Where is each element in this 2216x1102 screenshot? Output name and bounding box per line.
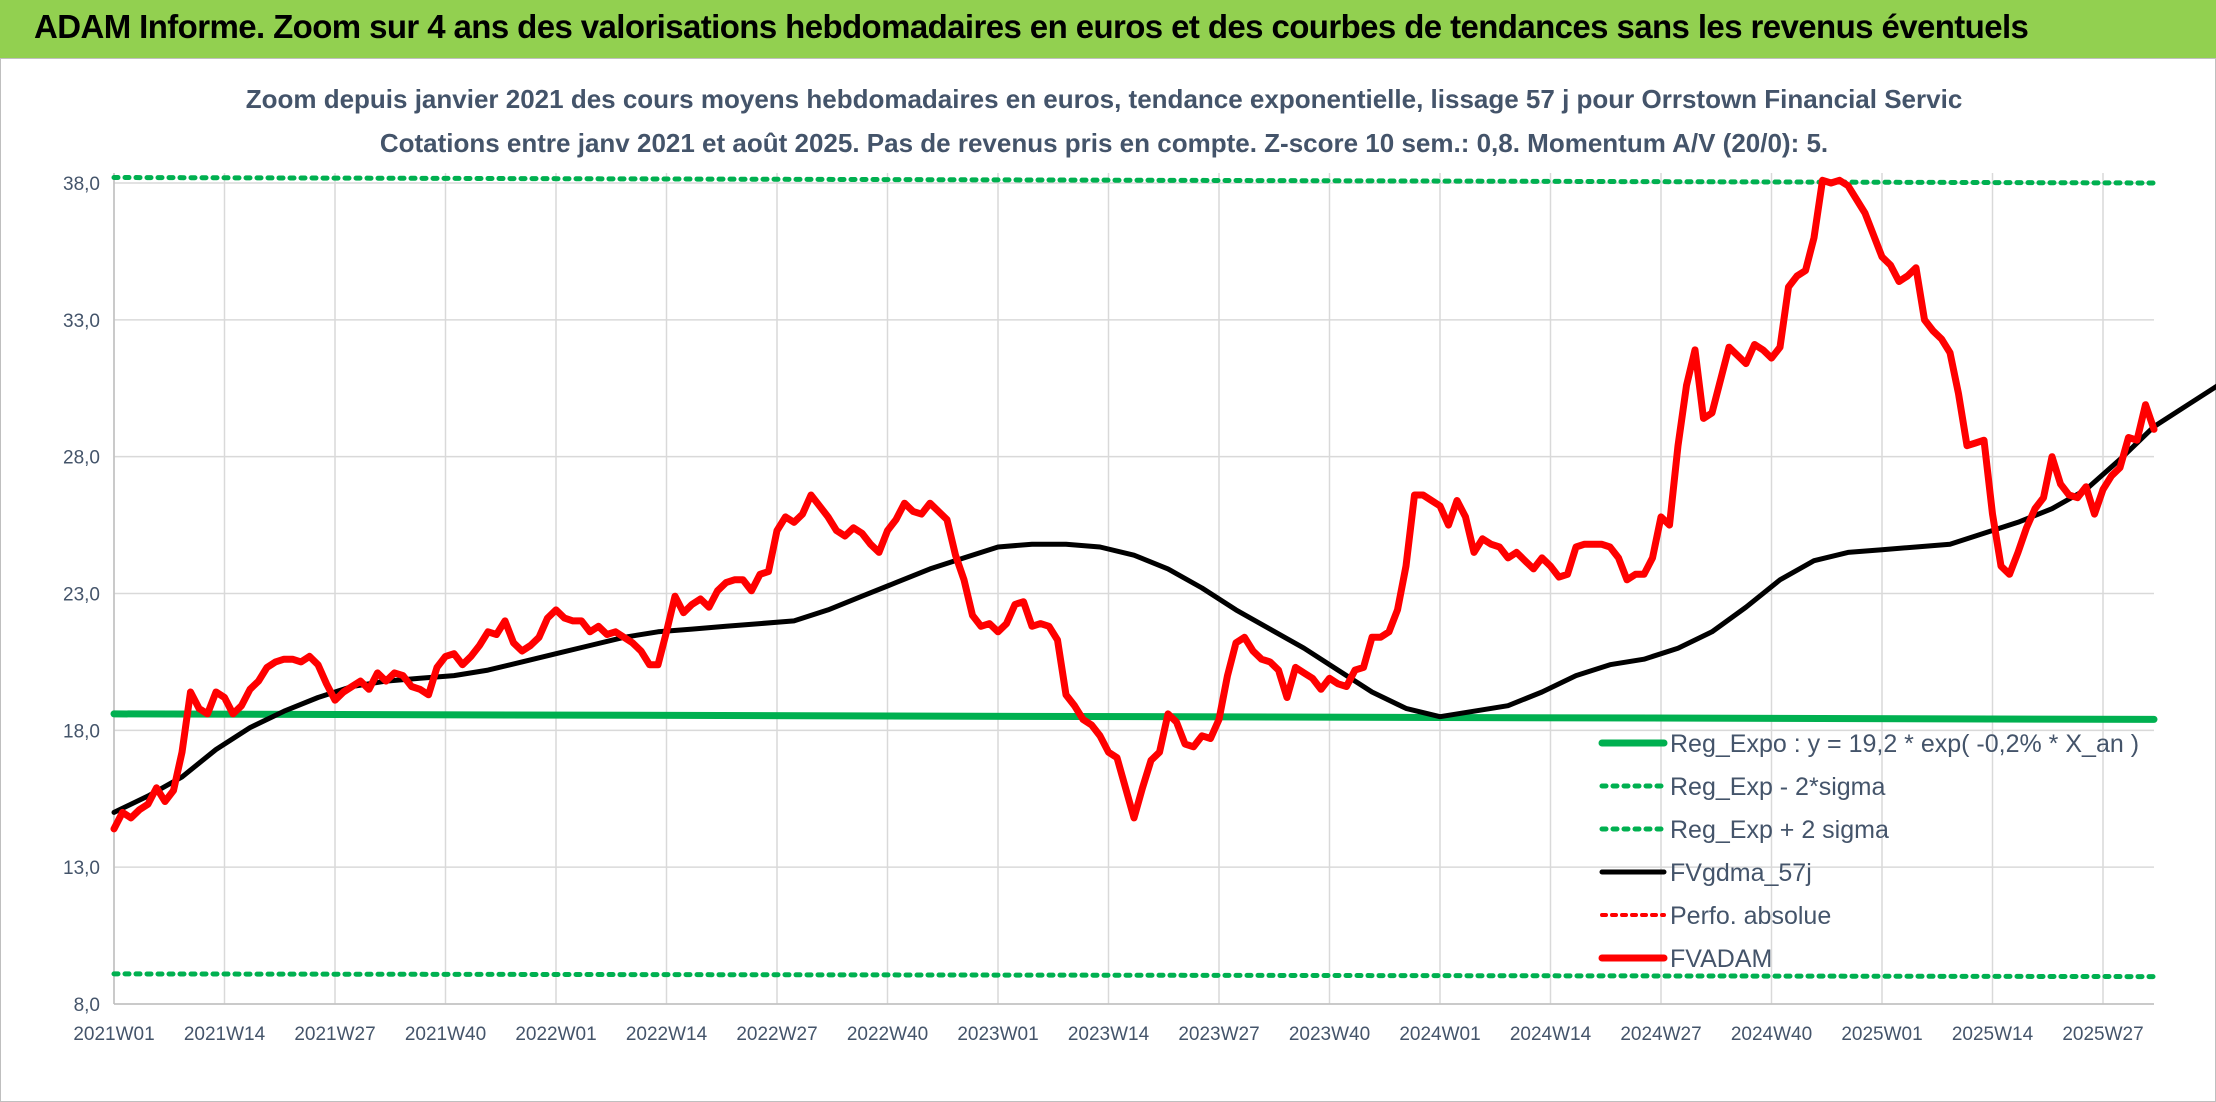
x-tick-label: 2022W01: [515, 1024, 596, 1045]
series-line-reg-expo-y-19-2-exp-0-2-x-an: [110, 710, 2158, 723]
x-tick-label: 2025W27: [2062, 1024, 2143, 1045]
x-tick-label: 2023W40: [1289, 1024, 1370, 1045]
x-tick-label: 2021W27: [294, 1024, 375, 1045]
axis-labels: 8,0 13,0 18,0 23,0 28,0 33,0 38,0 2021W01 2021W1…: [63, 174, 2144, 1045]
x-tick-label: 2024W40: [1731, 1024, 1812, 1045]
chart-title: Zoom depuis janvier 2021 des cours moyen…: [246, 84, 1963, 114]
legend-label: FVADAM: [1670, 945, 1772, 973]
legend-label: Reg_Exp + 2 sigma: [1670, 816, 1889, 844]
y-tick-label: 38,0: [63, 174, 100, 195]
x-tick-label: 2023W01: [957, 1024, 1038, 1045]
y-tick-label: 28,0: [63, 448, 100, 469]
y-tick-label: 23,0: [63, 585, 100, 606]
x-tick-label: 2024W27: [1620, 1024, 1701, 1045]
x-tick-label: 2025W01: [1841, 1024, 1922, 1045]
x-tick-label: 2024W01: [1399, 1024, 1480, 1045]
series-line-fvadam: [110, 176, 2158, 833]
x-tick-label: 2021W01: [73, 1024, 154, 1045]
x-tick-label: 2022W27: [736, 1024, 817, 1045]
title-banner: ADAM Informe. Zoom sur 4 ans des valoris…: [0, 0, 2216, 58]
x-tick-label: 2021W40: [405, 1024, 486, 1045]
x-tick-label: 2022W40: [847, 1024, 928, 1045]
legend-label: FVgdma_57j: [1670, 859, 1812, 887]
x-tick-label: 2021W14: [184, 1024, 266, 1045]
y-tick-label: 13,0: [63, 858, 100, 879]
series-line-reg-exp-2-sigma: [111, 971, 2157, 980]
series-line-reg-exp-2-sigma: [111, 175, 2157, 186]
y-tick-label: 18,0: [63, 721, 100, 742]
series-line-fvgdma-57j: [111, 383, 2216, 815]
line-chart: 8,0 13,0 18,0 23,0 28,0 33,0 38,0 2021W01 2021W1…: [0, 58, 2216, 1102]
y-tick-label: 8,0: [74, 995, 100, 1016]
banner-title: ADAM Informe. Zoom sur 4 ans des valoris…: [34, 8, 2029, 45]
grid: [113, 173, 2154, 1005]
legend-label: Reg_Expo : y = 19,2 * exp( -0,2% * X_an …: [1670, 730, 2139, 758]
y-tick-label: 33,0: [63, 311, 100, 332]
x-tick-label: 2024W14: [1510, 1024, 1592, 1045]
legend: Reg_Expo : y = 19,2 * exp( -0,2% * X_an …: [1598, 730, 2139, 973]
x-tick-label: 2023W27: [1178, 1024, 1259, 1045]
x-tick-label: 2023W14: [1068, 1024, 1150, 1045]
x-tick-label: 2022W14: [626, 1024, 708, 1045]
chart-subtitle: Cotations entre janv 2021 et août 2025. …: [380, 128, 1828, 158]
x-tick-label: 2025W14: [1952, 1024, 2034, 1045]
legend-label: Reg_Exp - 2*sigma: [1670, 773, 1885, 801]
chart-area: 8,0 13,0 18,0 23,0 28,0 33,0 38,0 2021W01 2021W1…: [0, 58, 2216, 1102]
legend-label: Perfo. absolue: [1670, 902, 1831, 930]
series-layer: [110, 175, 2216, 980]
